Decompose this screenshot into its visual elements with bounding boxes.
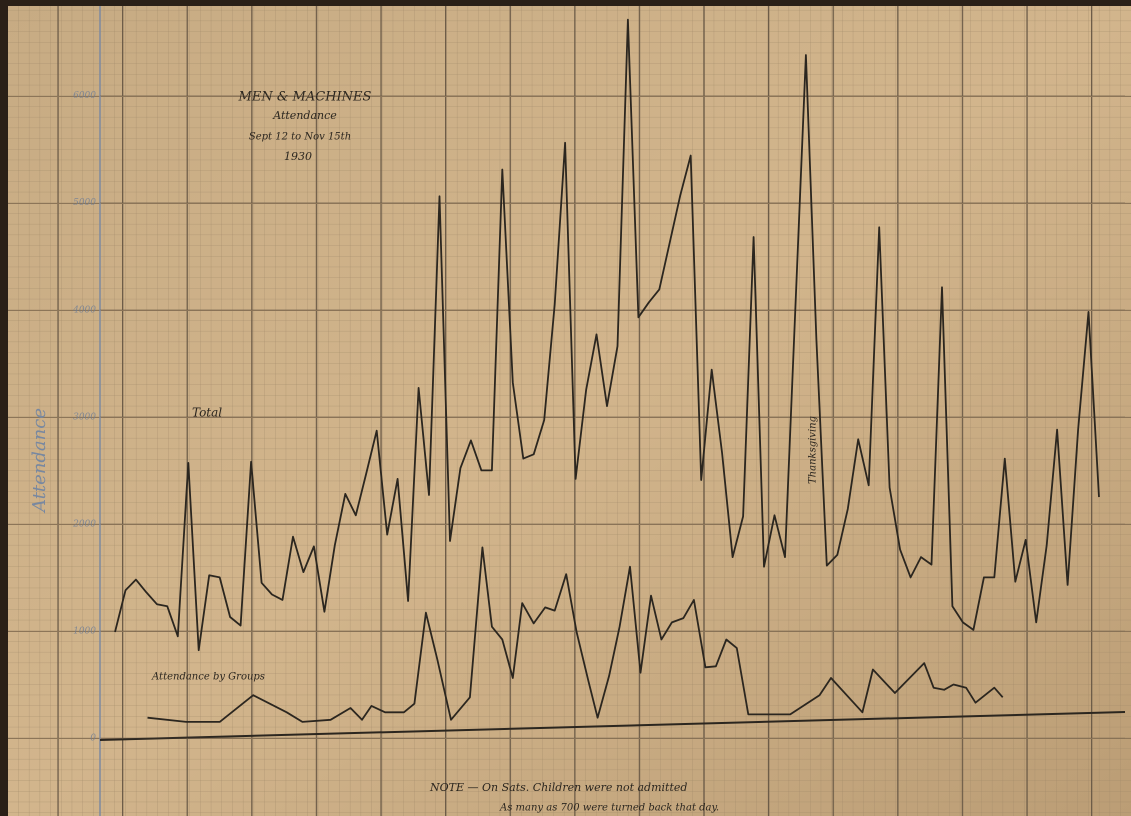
annotation: Attendance by Groups [151, 672, 265, 683]
y-axis-label: Attendance [29, 408, 50, 514]
page: MEN & MACHINES Attendance Sept 12 to Nov… [0, 0, 1131, 816]
annotation: Thanksgiving [808, 416, 819, 484]
y-tick-label: 5000 [73, 198, 96, 208]
y-tick-label: 3000 [73, 412, 96, 422]
y-tick-label: 0 [90, 734, 96, 744]
subtitle: Attendance [272, 109, 337, 122]
y-tick-label: 1000 [73, 626, 96, 636]
y-tick-label: 2000 [72, 519, 96, 529]
note: NOTE — On Sats. Children were not admitt… [429, 781, 687, 794]
y-tick-label: 4000 [72, 305, 96, 315]
subtitle: 1930 [284, 150, 312, 163]
y-tick-label: 6000 [73, 91, 96, 101]
title: MEN & MACHINES [238, 90, 372, 105]
chart: MEN & MACHINES Attendance Sept 12 to Nov… [0, 0, 1131, 816]
subtitle: Sept 12 to Nov 15th [249, 132, 351, 143]
major-grid [8, 6, 1131, 816]
note: As many as 700 were turned back that day… [499, 803, 719, 814]
annotation: Total [192, 406, 222, 420]
